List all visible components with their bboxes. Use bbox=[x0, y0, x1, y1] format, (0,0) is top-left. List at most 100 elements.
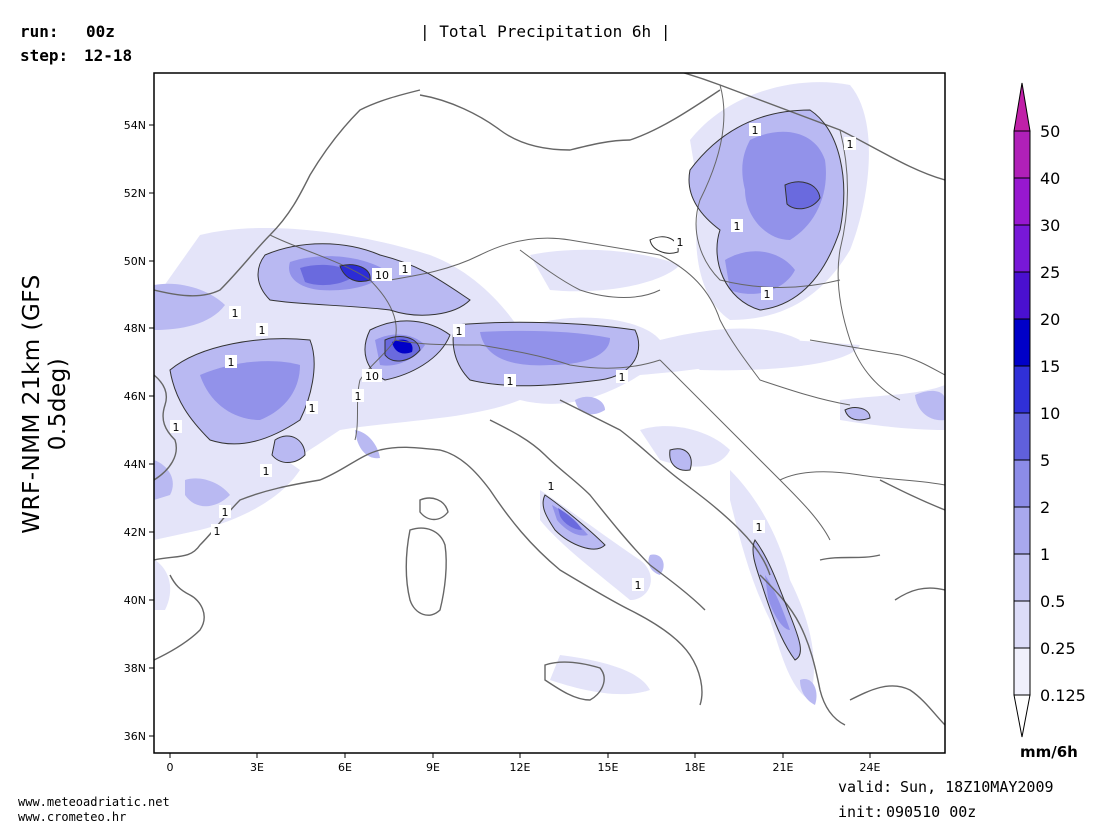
colorbar-level-label: 50 bbox=[1040, 122, 1060, 141]
contour-label: 1 bbox=[225, 355, 237, 369]
run-value: 00z bbox=[86, 22, 115, 41]
colorbar-level-label: 10 bbox=[1040, 404, 1060, 423]
contour-label: 1 bbox=[616, 370, 628, 384]
svg-text:10: 10 bbox=[365, 370, 379, 383]
lat-tick: 40N bbox=[124, 594, 146, 607]
lon-tick: 0 bbox=[167, 761, 174, 774]
svg-text:1: 1 bbox=[635, 579, 642, 592]
contour-label: 1 bbox=[453, 324, 465, 338]
valid-value: Sun, 18Z10MAY2009 bbox=[900, 778, 1054, 796]
contour-label: 10 bbox=[372, 268, 392, 282]
colorbar-swatch bbox=[1013, 553, 1031, 602]
site-link-1[interactable]: www.meteoadriatic.net bbox=[18, 795, 170, 809]
lat-tick: 52N bbox=[124, 187, 146, 200]
colorbar-level-label: 40 bbox=[1040, 169, 1060, 188]
svg-text:1: 1 bbox=[456, 325, 463, 338]
valid-label: valid: bbox=[838, 778, 893, 796]
colorbar-swatch bbox=[1013, 600, 1031, 649]
lat-tick: 50N bbox=[124, 255, 146, 268]
colorbar-level-label: 0.25 bbox=[1040, 639, 1076, 658]
svg-text:1: 1 bbox=[228, 356, 235, 369]
contour-label: 1 bbox=[731, 219, 743, 233]
colorbar: 50 40 30 25 20 15 10 5 2 1 0.5 0.25 0.12… bbox=[1013, 82, 1086, 738]
lon-tick: 12E bbox=[510, 761, 531, 774]
lon-tick: 18E bbox=[685, 761, 706, 774]
colorbar-swatch bbox=[1013, 130, 1031, 179]
step-label: step: bbox=[20, 46, 69, 65]
contour-lines bbox=[169, 109, 871, 661]
svg-text:1: 1 bbox=[232, 307, 239, 320]
colorbar-swatch bbox=[1013, 459, 1031, 508]
lat-axis: 54N 52N 50N 48N 46N 44N 42N 40N 38N 36N bbox=[124, 119, 154, 743]
colorbar-level-label: 20 bbox=[1040, 310, 1060, 329]
lon-tick: 3E bbox=[250, 761, 264, 774]
lon-tick: 21E bbox=[773, 761, 794, 774]
lon-tick: 9E bbox=[426, 761, 440, 774]
colorbar-swatch bbox=[1013, 224, 1031, 273]
colorbar-swatch bbox=[1013, 647, 1031, 696]
svg-text:10: 10 bbox=[375, 269, 389, 282]
svg-text:1: 1 bbox=[263, 465, 270, 478]
colorbar-top-arrow bbox=[1013, 82, 1031, 132]
colorbar-swatch bbox=[1013, 506, 1031, 555]
lat-tick: 38N bbox=[124, 662, 146, 675]
lat-tick: 44N bbox=[124, 458, 146, 471]
coastlines bbox=[154, 73, 945, 726]
contour-label: 1 bbox=[632, 578, 644, 592]
colorbar-level-label: 0.5 bbox=[1040, 592, 1065, 611]
lon-tick: 6E bbox=[338, 761, 352, 774]
svg-text:1: 1 bbox=[677, 236, 684, 249]
colorbar-bottom-arrow bbox=[1013, 694, 1031, 738]
colorbar-level-label: 30 bbox=[1040, 216, 1060, 235]
contour-label: 1 bbox=[306, 401, 318, 415]
contour-label: 1 bbox=[749, 123, 761, 137]
contour-label: 1 bbox=[761, 287, 773, 301]
site-link-2[interactable]: www.crometeo.hr bbox=[18, 810, 127, 824]
map-title: | Total Precipitation 6h | bbox=[420, 22, 671, 41]
svg-text:1: 1 bbox=[752, 124, 759, 137]
contour-label: 10 bbox=[362, 369, 382, 383]
colorbar-swatch bbox=[1013, 271, 1031, 320]
contour-label: 1 bbox=[844, 137, 856, 151]
svg-text:1: 1 bbox=[507, 375, 514, 388]
svg-text:1: 1 bbox=[756, 521, 763, 534]
svg-text:1: 1 bbox=[214, 525, 221, 538]
init-label: init: bbox=[838, 803, 884, 821]
contour-label: 1 bbox=[545, 479, 557, 493]
contour-label: 1 bbox=[211, 524, 223, 538]
svg-text:1: 1 bbox=[309, 402, 316, 415]
svg-text:1: 1 bbox=[355, 390, 362, 403]
lon-axis: 0 3E 6E 9E 12E 15E 18E 21E 24E bbox=[167, 753, 881, 774]
colorbar-level-label: 15 bbox=[1040, 357, 1060, 376]
colorbar-level-label: 25 bbox=[1040, 263, 1060, 282]
contour-label: 1 bbox=[674, 235, 686, 249]
init-value: 090510 00z bbox=[886, 803, 977, 821]
step-value: 12-18 bbox=[84, 46, 133, 65]
lat-tick: 54N bbox=[124, 119, 146, 132]
lon-tick: 24E bbox=[860, 761, 881, 774]
lat-tick: 42N bbox=[124, 526, 146, 539]
map-frame bbox=[153, 72, 946, 754]
contour-label: 1 bbox=[219, 505, 231, 519]
contour-label: 1 bbox=[170, 420, 182, 434]
lon-tick: 15E bbox=[598, 761, 619, 774]
contour-label: 1 bbox=[399, 262, 411, 276]
contour-label: 1 bbox=[504, 374, 516, 388]
svg-text:1: 1 bbox=[847, 138, 854, 151]
colorbar-level-label: 0.125 bbox=[1040, 686, 1086, 705]
svg-text:1: 1 bbox=[764, 288, 771, 301]
lat-tick: 36N bbox=[124, 730, 146, 743]
colorbar-swatch bbox=[1013, 177, 1031, 226]
lat-tick: 48N bbox=[124, 322, 146, 335]
colorbar-swatch bbox=[1013, 318, 1031, 367]
svg-text:1: 1 bbox=[548, 480, 555, 493]
colorbar-swatch bbox=[1013, 412, 1031, 461]
colorbar-level-label: 1 bbox=[1040, 545, 1050, 564]
contour-label: 1 bbox=[753, 520, 765, 534]
contour-label-group: 1 1 10 1 1 1 1 1 10 1 1 1 1 1 1 1 1 1 1 … bbox=[170, 123, 856, 592]
svg-text:1: 1 bbox=[259, 324, 266, 337]
svg-text:1: 1 bbox=[222, 506, 229, 519]
svg-text:1: 1 bbox=[734, 220, 741, 233]
svg-text:1: 1 bbox=[402, 263, 409, 276]
